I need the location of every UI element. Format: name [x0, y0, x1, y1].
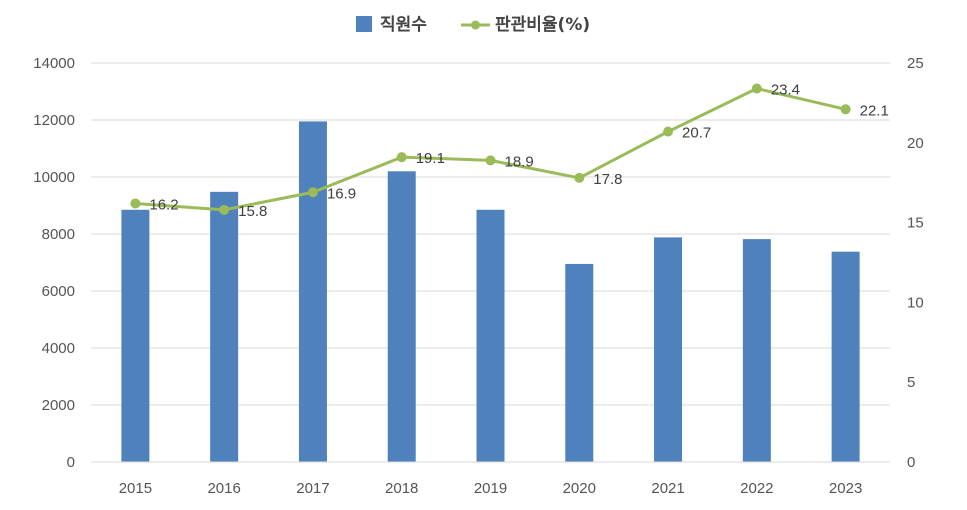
y-left-tick-label: 4000 — [42, 340, 75, 357]
data-label: 15.8 — [238, 203, 267, 220]
y-right-tick-label: 25 — [907, 55, 924, 72]
data-label: 23.4 — [771, 82, 800, 99]
bar — [742, 239, 771, 462]
x-tick-label: 2019 — [474, 480, 507, 497]
line-path — [135, 87, 846, 212]
y-left-tick-label: 2000 — [42, 397, 75, 414]
y-right-tick-label: 10 — [907, 294, 924, 311]
data-label: 18.9 — [505, 153, 534, 170]
y-left-tick-label: 8000 — [42, 226, 75, 243]
line-marker — [840, 104, 851, 115]
bar — [476, 209, 505, 462]
x-tick-label: 2022 — [740, 480, 773, 497]
data-label: 16.2 — [149, 196, 178, 213]
x-tick-label: 2016 — [207, 480, 240, 497]
y-right-tick-label: 20 — [907, 135, 924, 152]
y-left-tick-label: 14000 — [33, 55, 75, 72]
legend-label-line: 판관비율(%) — [495, 15, 590, 35]
x-tick-label: 2023 — [829, 480, 862, 497]
bar — [121, 209, 150, 462]
line-marker — [574, 172, 585, 183]
data-label: 22.1 — [860, 102, 889, 119]
y-right-tick-label: 15 — [907, 215, 924, 232]
legend-label-bar: 직원수 — [380, 15, 427, 35]
x-tick-label: 2018 — [385, 480, 418, 497]
y-left-tick-label: 0 — [67, 454, 75, 471]
bar — [831, 251, 860, 462]
y-left-tick-label: 10000 — [33, 169, 75, 186]
y-left-tick-label: 6000 — [42, 283, 75, 300]
data-label: 19.1 — [416, 150, 445, 167]
legend: 직원수 판관비율(%) — [356, 15, 590, 35]
legend-swatch-marker — [471, 20, 480, 30]
line-marker — [663, 126, 674, 137]
line-marker — [307, 187, 318, 198]
line-marker — [219, 204, 230, 215]
bar — [565, 263, 594, 462]
y-right-tick-label: 0 — [907, 454, 915, 471]
x-tick-label: 2017 — [296, 480, 329, 497]
y-right-tick-label: 5 — [907, 374, 915, 391]
line-series: 16.2 15.8 16.9 19.1 18.9 17.8 20.7 23.4 22.1 — [130, 82, 889, 220]
x-tick-label: 2015 — [119, 480, 152, 497]
y-left-tick-label: 12000 — [33, 112, 75, 129]
legend-swatch-bar — [356, 16, 372, 32]
bar — [654, 237, 683, 462]
bar-series — [121, 121, 860, 463]
bar — [210, 191, 239, 462]
axes: 0 2000 4000 6000 8000 10000 12000 14000 0 5 10 15 20… — [33, 55, 923, 497]
line-marker — [396, 152, 407, 163]
bar — [387, 171, 416, 463]
data-label: 17.8 — [593, 171, 622, 188]
line-marker — [130, 198, 141, 209]
data-label: 20.7 — [682, 125, 711, 142]
x-tick-label: 2021 — [651, 480, 684, 497]
bar — [298, 121, 327, 463]
line-marker — [485, 155, 496, 166]
data-label: 16.9 — [327, 185, 356, 202]
line-marker — [751, 83, 762, 94]
x-tick-label: 2020 — [563, 480, 596, 497]
